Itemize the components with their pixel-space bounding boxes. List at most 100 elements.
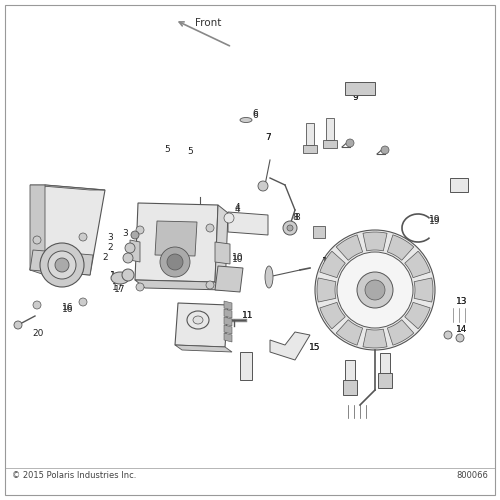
Text: 17: 17 [112, 284, 124, 292]
Polygon shape [320, 251, 345, 278]
Circle shape [444, 331, 452, 339]
Text: 12: 12 [374, 240, 386, 250]
Polygon shape [306, 123, 314, 145]
Circle shape [206, 224, 214, 232]
Text: 12: 12 [372, 238, 384, 248]
Polygon shape [240, 352, 252, 380]
Circle shape [381, 146, 389, 154]
Text: 11: 11 [242, 312, 254, 320]
Text: 18: 18 [322, 258, 334, 266]
Polygon shape [414, 278, 433, 302]
Text: 10: 10 [232, 256, 244, 264]
Polygon shape [320, 302, 345, 329]
Text: 15: 15 [309, 342, 321, 351]
Polygon shape [345, 82, 375, 95]
Ellipse shape [193, 316, 203, 324]
Text: 800066: 800066 [456, 472, 488, 480]
Text: 19: 19 [429, 216, 441, 224]
Text: 14: 14 [456, 326, 468, 334]
Polygon shape [30, 250, 93, 275]
Circle shape [131, 231, 139, 239]
Polygon shape [224, 325, 232, 334]
Circle shape [224, 213, 234, 223]
Ellipse shape [240, 118, 252, 122]
Polygon shape [224, 301, 232, 310]
Text: 5: 5 [187, 148, 193, 156]
Polygon shape [336, 235, 362, 260]
Circle shape [14, 321, 22, 329]
Polygon shape [380, 353, 390, 388]
Circle shape [287, 225, 293, 231]
Ellipse shape [111, 272, 129, 284]
Text: 15: 15 [309, 344, 321, 352]
Polygon shape [326, 118, 334, 140]
Polygon shape [388, 235, 414, 260]
Circle shape [48, 251, 76, 279]
Text: 6: 6 [252, 108, 258, 118]
Circle shape [283, 221, 297, 235]
Text: 2: 2 [102, 254, 108, 262]
Polygon shape [363, 329, 387, 348]
Polygon shape [228, 212, 268, 235]
Text: 13: 13 [456, 298, 468, 306]
Circle shape [160, 247, 190, 277]
Circle shape [55, 258, 69, 272]
Polygon shape [215, 242, 230, 264]
Polygon shape [378, 373, 392, 388]
Text: 8: 8 [294, 214, 300, 222]
Polygon shape [343, 380, 357, 395]
Text: 10: 10 [232, 254, 244, 262]
Polygon shape [30, 185, 105, 190]
Circle shape [122, 269, 134, 281]
Circle shape [33, 236, 41, 244]
Text: 20: 20 [32, 328, 44, 338]
Polygon shape [224, 317, 232, 326]
Text: Front: Front [195, 18, 222, 28]
Polygon shape [175, 345, 232, 352]
Text: 3: 3 [107, 232, 113, 241]
Text: 18: 18 [322, 256, 334, 266]
Text: 8: 8 [292, 212, 298, 222]
Circle shape [167, 254, 183, 270]
Polygon shape [135, 203, 218, 282]
Ellipse shape [265, 266, 273, 288]
Text: 16: 16 [62, 306, 74, 314]
Circle shape [40, 243, 84, 287]
Polygon shape [30, 185, 105, 275]
Circle shape [79, 298, 87, 306]
Polygon shape [224, 333, 232, 342]
Text: 5: 5 [164, 146, 170, 154]
Polygon shape [363, 232, 387, 251]
Polygon shape [404, 302, 430, 329]
Polygon shape [345, 360, 355, 395]
Circle shape [206, 281, 214, 289]
Ellipse shape [187, 311, 209, 329]
Circle shape [315, 230, 435, 350]
Text: 17: 17 [114, 286, 126, 294]
Polygon shape [135, 280, 225, 290]
Circle shape [365, 280, 385, 300]
Polygon shape [175, 303, 228, 347]
Text: 4: 4 [234, 204, 240, 212]
Text: 19: 19 [429, 218, 441, 226]
Text: 9: 9 [352, 94, 358, 102]
Polygon shape [303, 145, 317, 153]
Polygon shape [30, 185, 45, 275]
Text: 6: 6 [252, 110, 258, 120]
Text: 9: 9 [352, 92, 358, 102]
Polygon shape [130, 240, 140, 262]
Circle shape [357, 272, 393, 308]
Text: 1: 1 [110, 270, 116, 280]
Text: 13: 13 [456, 298, 468, 306]
Polygon shape [336, 320, 362, 345]
Text: © 2015 Polaris Industries Inc.: © 2015 Polaris Industries Inc. [12, 472, 136, 480]
Polygon shape [404, 251, 430, 278]
Circle shape [258, 181, 268, 191]
Circle shape [136, 283, 144, 291]
Polygon shape [270, 332, 310, 360]
Circle shape [136, 226, 144, 234]
Polygon shape [215, 266, 243, 292]
Circle shape [346, 139, 354, 147]
Polygon shape [313, 226, 325, 238]
Polygon shape [155, 221, 197, 256]
